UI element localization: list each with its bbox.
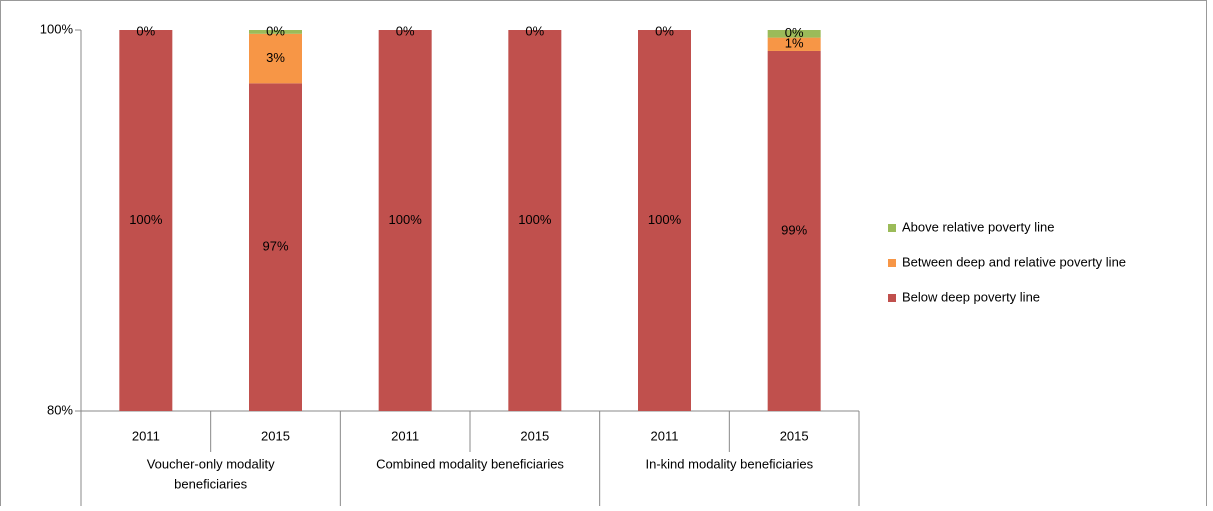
bar-segment bbox=[119, 30, 173, 411]
legend-label: Below deep poverty line bbox=[902, 289, 1040, 304]
y-tick-label: 80% bbox=[47, 402, 73, 417]
data-label: 0% bbox=[525, 23, 544, 38]
legend-label: Between deep and relative poverty line bbox=[902, 254, 1126, 269]
legend-swatch bbox=[888, 259, 896, 267]
data-label: 100% bbox=[518, 212, 552, 227]
legend-swatch bbox=[888, 294, 896, 302]
legend-label: Above relative poverty line bbox=[902, 219, 1054, 234]
bar-segment bbox=[508, 30, 562, 411]
x-tick-label: 2015 bbox=[520, 428, 549, 443]
x-tick-label: 2015 bbox=[261, 428, 290, 443]
x-tick-label: 2015 bbox=[780, 428, 809, 443]
group-label: Combined modality beneficiaries bbox=[376, 456, 564, 471]
y-tick-label: 100% bbox=[40, 21, 74, 36]
bar-segment bbox=[638, 30, 691, 411]
data-label: 0% bbox=[396, 23, 415, 38]
data-label: 0% bbox=[266, 23, 285, 38]
bar-segment bbox=[249, 83, 302, 411]
x-tick-label: 2011 bbox=[391, 428, 419, 443]
bar-segment bbox=[249, 33, 302, 84]
x-tick-label: 2011 bbox=[132, 428, 160, 443]
group-label: Voucher-only modality bbox=[147, 456, 275, 471]
data-label: 100% bbox=[389, 212, 423, 227]
legend-swatch bbox=[888, 224, 896, 232]
data-label: 100% bbox=[648, 212, 682, 227]
data-label: 100% bbox=[129, 212, 163, 227]
bar-segment bbox=[249, 30, 302, 34]
data-label: 3% bbox=[266, 50, 285, 65]
bar-segment bbox=[767, 30, 821, 38]
bar-segment bbox=[767, 37, 821, 51]
bar-segment bbox=[767, 50, 821, 412]
data-label: 0% bbox=[785, 25, 804, 40]
data-label: 99% bbox=[781, 222, 807, 237]
bar-segment bbox=[378, 30, 432, 411]
data-label: 0% bbox=[136, 23, 155, 38]
data-label: 1% bbox=[785, 36, 804, 51]
group-label: In-kind modality beneficiaries bbox=[646, 456, 814, 471]
data-label: 0% bbox=[655, 23, 674, 38]
data-label: 97% bbox=[262, 239, 288, 254]
group-label: beneficiaries bbox=[174, 476, 247, 491]
x-tick-label: 2011 bbox=[651, 428, 679, 443]
